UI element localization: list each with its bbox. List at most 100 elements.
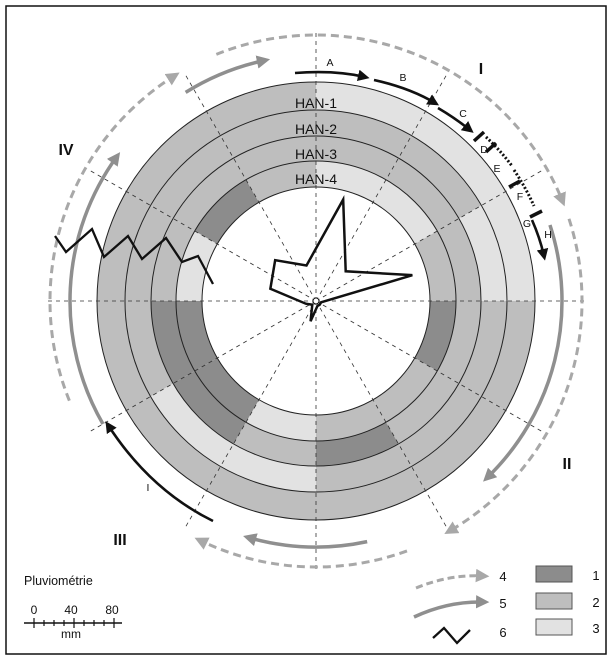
dashed-arrow-ring: [48, 33, 584, 569]
scale-tick-40: 40: [64, 603, 78, 617]
phase-letter-h: H: [544, 229, 552, 241]
scale-tick-80: 80: [105, 603, 119, 617]
solid-arrow-right: [483, 224, 564, 482]
ring-sector: [386, 158, 459, 231]
phase-bar-1: [472, 130, 486, 143]
ring-sector: [173, 371, 246, 444]
ring-sector: [97, 191, 151, 301]
ring-sector: [151, 218, 195, 301]
ring-sector: [373, 179, 438, 244]
ring-sector: [437, 301, 481, 384]
legend-number-5: 5: [499, 596, 506, 611]
solid-arrow-top: [184, 55, 271, 94]
quadrant-label-iii: III: [113, 532, 126, 549]
solid-arrow-ring: [68, 55, 564, 549]
ring-sector: [437, 218, 481, 301]
ring-sector: [411, 396, 506, 491]
ring-sector: [316, 422, 399, 466]
zigzag-line: [54, 227, 215, 285]
radial-guide: [88, 169, 317, 302]
ring-sector: [316, 443, 412, 492]
dashed-arrow-bottom: [194, 537, 408, 569]
legend-dashed-arrow-symbol: [415, 568, 490, 590]
phase-arrow-h: [530, 219, 549, 261]
phase-letter-a: A: [326, 57, 333, 69]
ring-sector: [398, 135, 482, 219]
phase-bar-3: [508, 179, 521, 189]
rose-center-mark: [312, 297, 320, 305]
legend-swatch-dark: [535, 565, 573, 583]
rainfall-rose: [268, 195, 413, 322]
rainfall-scale: Pluviométrie 0 40 80 mm: [24, 574, 122, 641]
solid-arrow-left: [68, 152, 121, 425]
phase-arrow-b: [373, 78, 440, 106]
phase-dotted-segments: [472, 130, 543, 219]
ring-sector: [126, 111, 221, 206]
phase-dotted-f-g: [512, 169, 536, 207]
ring-sector: [125, 301, 174, 397]
ring-sector: [97, 301, 151, 411]
quadrant-label-ii: II: [563, 456, 572, 473]
phase-letter-c: C: [459, 108, 467, 120]
phase-letter-b: B: [399, 72, 406, 84]
ring-sector: [386, 371, 459, 444]
ring-sector: [220, 443, 316, 492]
arc-iii-arrow: [105, 421, 214, 523]
scale-ticks: [33, 618, 115, 628]
ring-outline: [124, 109, 508, 493]
radial-guide: [315, 169, 544, 302]
dashed-arrow-left: [48, 72, 180, 402]
ring-sector: [206, 466, 316, 521]
legend-number-1: 1: [592, 568, 599, 583]
scale-tick-0: 0: [31, 603, 38, 617]
phase-bar-4: [529, 209, 543, 219]
radial-guide: [315, 73, 448, 302]
ring-sector: [398, 383, 482, 467]
ring-sector: [151, 301, 195, 384]
legend-number-6: 6: [499, 625, 506, 640]
legend-zigzag-symbol: [432, 626, 471, 645]
ring-sector: [206, 82, 316, 136]
radial-guide: [315, 300, 544, 433]
legend-swatch-medium: [535, 592, 573, 610]
quadrant-label-i: I: [479, 61, 483, 78]
ring-sector: [316, 136, 399, 180]
ring-outline: [150, 135, 482, 467]
phase-letter-d: D: [480, 144, 488, 156]
ring-sector: [458, 205, 507, 301]
legend-number-4: 4: [499, 569, 506, 584]
ring-sector: [220, 110, 316, 159]
ring-sector: [194, 358, 259, 423]
phase-letters: A B C D E F G H I: [147, 57, 552, 494]
ring-sector: [373, 358, 438, 423]
quadrant-label-iv: IV: [58, 142, 73, 159]
legend-solid-arrow-symbol: [413, 595, 490, 619]
phase-arrows: [105, 69, 549, 523]
ring-sector: [233, 136, 316, 180]
ring-sector: [481, 301, 535, 411]
phase-arrow-a: [294, 69, 370, 82]
scale-title: Pluviométrie: [24, 574, 93, 588]
ring-sector: [150, 135, 234, 219]
phase-bar-2: [484, 141, 498, 154]
ring-sector: [458, 301, 507, 397]
dashed-arrow-top: [215, 33, 566, 207]
legend: 4 5 6 1 2 3: [413, 565, 600, 645]
ring-sector: [316, 110, 412, 159]
radial-guide: [184, 300, 317, 529]
ring-sector: [411, 111, 506, 206]
phase-letter-f: F: [517, 191, 523, 203]
ring-sector: [316, 466, 426, 520]
ring-sector: [316, 81, 426, 136]
radial-guides: [44, 29, 588, 573]
phase-letter-g: G: [523, 218, 531, 230]
phase-arrow-c: [437, 106, 474, 133]
phase-letter-e: E: [493, 163, 500, 175]
legend-number-2: 2: [592, 595, 599, 610]
radial-guide: [315, 300, 448, 529]
quadrant-labels: I II III IV: [58, 61, 571, 549]
arc-iii-letter: I: [147, 482, 150, 494]
ring-label-han1: HAN-1: [295, 95, 337, 111]
ring-sector: [173, 158, 246, 231]
ring-sector: [126, 396, 221, 491]
